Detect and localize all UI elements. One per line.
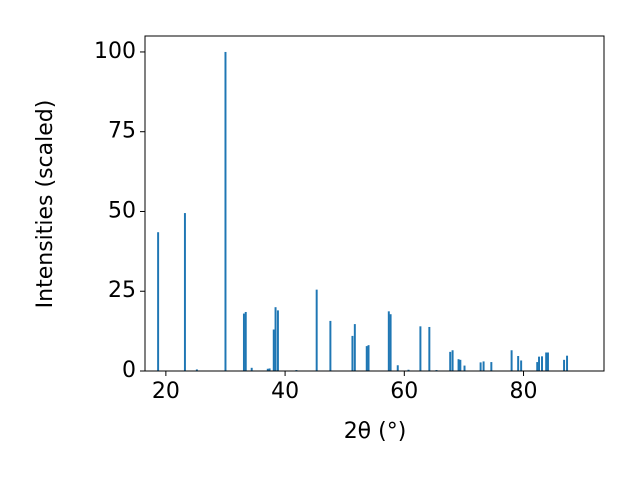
y-axis-label: Intensities (scaled) <box>33 100 58 309</box>
bar <box>482 361 485 371</box>
bar <box>510 350 513 371</box>
bar <box>353 324 356 371</box>
bar <box>276 310 279 371</box>
x-tick-label: 80 <box>510 379 538 404</box>
x-axis-label: 2θ (°) <box>344 419 407 444</box>
plot-frame <box>144 35 605 372</box>
bar <box>183 213 186 371</box>
bar <box>457 359 460 371</box>
bar <box>387 311 390 371</box>
bar <box>419 326 422 371</box>
y-tick-label: 50 <box>108 198 136 223</box>
bar <box>329 320 332 371</box>
bar <box>449 351 452 371</box>
bar <box>520 360 523 371</box>
bar <box>536 362 539 371</box>
y-tick-label: 75 <box>108 119 136 144</box>
bar <box>463 365 466 371</box>
bar <box>266 368 269 371</box>
bar <box>274 307 277 371</box>
bar <box>479 362 482 371</box>
bar <box>517 356 520 371</box>
bar <box>224 51 227 371</box>
bar <box>244 311 247 371</box>
y-tick-label: 0 <box>122 358 136 383</box>
bar <box>428 326 431 371</box>
bar <box>459 359 462 371</box>
bar <box>367 345 370 371</box>
bar <box>566 355 569 371</box>
bar <box>268 368 271 371</box>
y-tick-label: 25 <box>108 278 136 303</box>
bar <box>563 359 566 371</box>
bar <box>538 356 541 371</box>
bar <box>315 289 318 371</box>
x-tick-label: 40 <box>271 379 299 404</box>
bar <box>272 329 275 371</box>
bar <box>195 369 198 371</box>
x-tick-label: 20 <box>152 379 180 404</box>
bar <box>250 367 253 371</box>
bar <box>157 232 160 371</box>
bar <box>396 365 399 371</box>
bar <box>541 356 543 371</box>
bar <box>351 335 354 371</box>
y-tick-label: 100 <box>94 39 136 64</box>
bar <box>490 362 493 371</box>
bar <box>407 369 410 371</box>
bar <box>451 350 454 371</box>
bar <box>365 346 368 371</box>
bar <box>546 352 549 371</box>
x-tick-label: 60 <box>390 379 418 404</box>
bar <box>242 313 245 371</box>
bar <box>389 314 392 371</box>
bar <box>545 352 548 371</box>
